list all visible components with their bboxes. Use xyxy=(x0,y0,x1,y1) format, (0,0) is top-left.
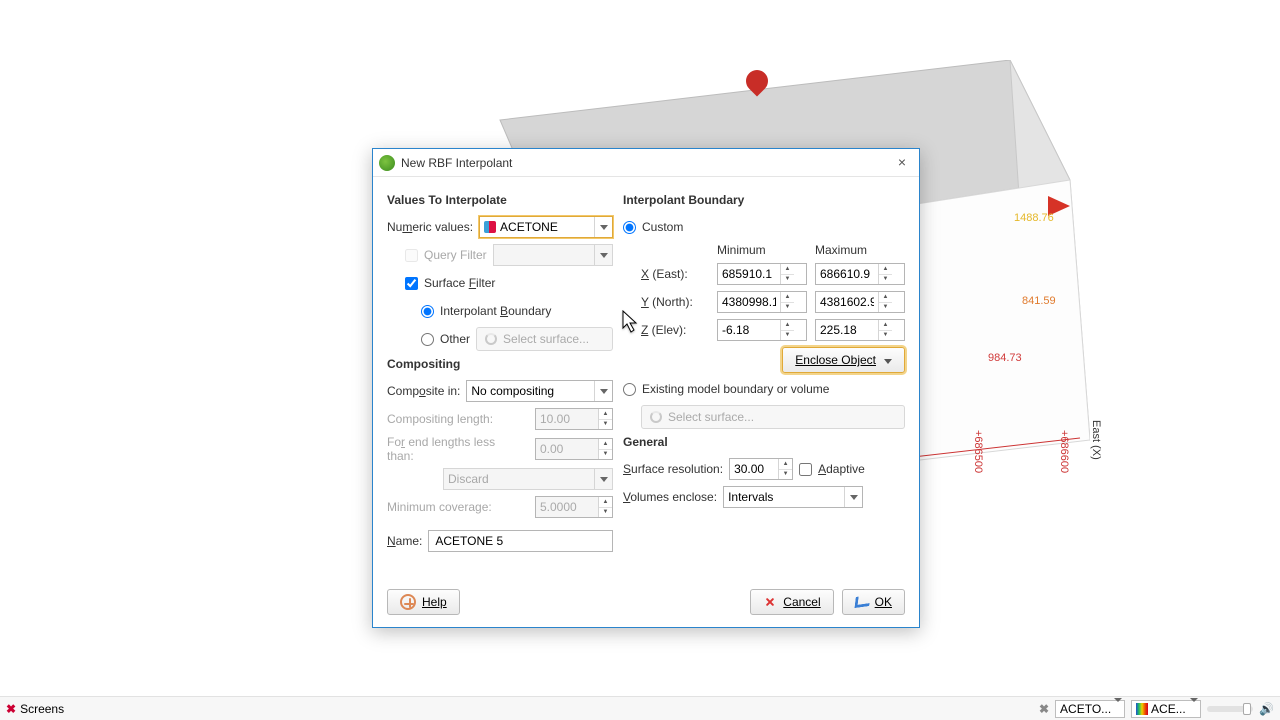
surface-filter-label: Surface Filter xyxy=(424,276,495,290)
min-coverage-spin: ▲▼ xyxy=(535,496,613,518)
for-end-lengths-label: For end lengths less than: xyxy=(387,435,523,463)
axis-tick: +686600 xyxy=(1058,430,1070,473)
name-label: Name: xyxy=(387,534,422,548)
composite-in-label: Composite in: xyxy=(387,384,460,398)
scene-label: 841.59 xyxy=(1022,295,1056,307)
for-end-lengths-spin: ▲▼ xyxy=(535,438,613,460)
x-icon[interactable]: ✖ xyxy=(6,702,16,716)
other-radio[interactable] xyxy=(421,333,434,346)
interpolant-boundary-radio[interactable] xyxy=(421,305,434,318)
compositing-length-label: Compositing length: xyxy=(387,412,493,426)
status-bar: ✖ Screens ✖ ACETO... ACE... 🔊 xyxy=(0,696,1280,720)
help-button[interactable]: Help xyxy=(387,589,460,615)
surface-res-spin[interactable]: ▲▼ xyxy=(729,458,793,480)
scene-label: 1488.76 xyxy=(1014,212,1054,224)
query-filter-checkbox xyxy=(405,249,418,262)
section-general: General xyxy=(623,435,905,449)
y-max-spin[interactable]: ▲▼ xyxy=(815,291,905,313)
x-min-spin[interactable]: ▲▼ xyxy=(717,263,807,285)
help-icon xyxy=(400,594,416,610)
spinner-icon xyxy=(485,333,497,345)
chevron-down-icon xyxy=(594,381,612,401)
chevron-down-icon xyxy=(1114,702,1122,716)
y-min-spin[interactable]: ▲▼ xyxy=(717,291,807,313)
ok-button[interactable]: OK xyxy=(842,589,905,615)
query-filter-select xyxy=(493,244,613,266)
max-header: Maximum xyxy=(815,243,905,257)
volumes-enclose-label: Volumes enclose: xyxy=(623,490,717,504)
x-max-spin[interactable]: ▲▼ xyxy=(815,263,905,285)
enclose-object-button[interactable]: Enclose Object xyxy=(782,347,905,373)
section-values: Values To Interpolate xyxy=(387,193,613,207)
chevron-down-icon xyxy=(594,469,612,489)
z-min-spin[interactable]: ▲▼ xyxy=(717,319,807,341)
chevron-down-icon xyxy=(1190,702,1198,716)
z-label: Z (Elev): xyxy=(641,323,709,337)
name-field[interactable] xyxy=(428,530,613,552)
opacity-slider[interactable] xyxy=(1207,706,1253,712)
close-icon[interactable]: × xyxy=(891,154,913,172)
dialog-new-rbf-interpolant: New RBF Interpolant × Values To Interpol… xyxy=(372,148,920,628)
composite-in-select[interactable]: No compositing xyxy=(466,380,613,402)
gradient-icon xyxy=(1136,703,1148,715)
existing-boundary-radio[interactable] xyxy=(623,383,636,396)
close-icon[interactable]: ✖ xyxy=(1039,702,1049,716)
interpolant-boundary-radio-label: Interpolant Boundary xyxy=(440,304,551,318)
custom-radio[interactable] xyxy=(623,221,636,234)
min-coverage-label: Minimum coverage: xyxy=(387,500,492,514)
other-surface-select: Select surface... xyxy=(476,327,613,351)
cancel-icon xyxy=(763,595,777,609)
dialog-title: New RBF Interpolant xyxy=(401,156,891,170)
query-filter-label: Query Filter xyxy=(424,248,487,262)
ok-icon xyxy=(855,596,869,608)
adaptive-checkbox[interactable] xyxy=(799,463,812,476)
volumes-enclose-select[interactable]: Intervals xyxy=(723,486,863,508)
adaptive-label: Adaptive xyxy=(818,462,865,476)
numeric-values-label: Numeric values: xyxy=(387,220,473,234)
chevron-down-icon xyxy=(844,487,862,507)
axis-tick: +686500 xyxy=(972,430,984,473)
bottom-combo-1[interactable]: ACETO... xyxy=(1055,700,1125,718)
min-header: Minimum xyxy=(717,243,807,257)
cancel-button[interactable]: Cancel xyxy=(750,589,833,615)
section-boundary: Interpolant Boundary xyxy=(623,193,905,207)
axis-label: East (X) xyxy=(1090,420,1102,460)
app-icon xyxy=(379,155,395,171)
x-label: X (East): xyxy=(641,267,709,281)
bottom-combo-2[interactable]: ACE... xyxy=(1131,700,1201,718)
other-radio-label: Other xyxy=(440,332,470,346)
z-max-spin[interactable]: ▲▼ xyxy=(815,319,905,341)
chevron-down-icon xyxy=(882,353,892,367)
chevron-down-icon xyxy=(594,217,612,237)
numeric-values-select[interactable]: ACETONE xyxy=(479,216,613,238)
compositing-length-spin: ▲▼ xyxy=(535,408,613,430)
discard-select: Discard xyxy=(443,468,613,490)
surface-filter-checkbox[interactable] xyxy=(405,277,418,290)
numeric-values-value: ACETONE xyxy=(500,220,558,234)
scene-label: 984.73 xyxy=(988,352,1022,364)
screens-label: Screens xyxy=(20,702,64,716)
existing-boundary-label: Existing model boundary or volume xyxy=(642,382,829,396)
spinner-icon xyxy=(650,411,662,423)
surface-res-label: Surface resolution: xyxy=(623,462,723,476)
titlebar[interactable]: New RBF Interpolant × xyxy=(373,149,919,177)
existing-surface-select: Select surface... xyxy=(641,405,905,429)
custom-radio-label: Custom xyxy=(642,220,683,234)
section-compositing: Compositing xyxy=(387,357,613,371)
acetone-swatch-icon xyxy=(484,221,496,233)
y-label: Y (North): xyxy=(641,295,709,309)
speaker-icon[interactable]: 🔊 xyxy=(1259,702,1274,716)
